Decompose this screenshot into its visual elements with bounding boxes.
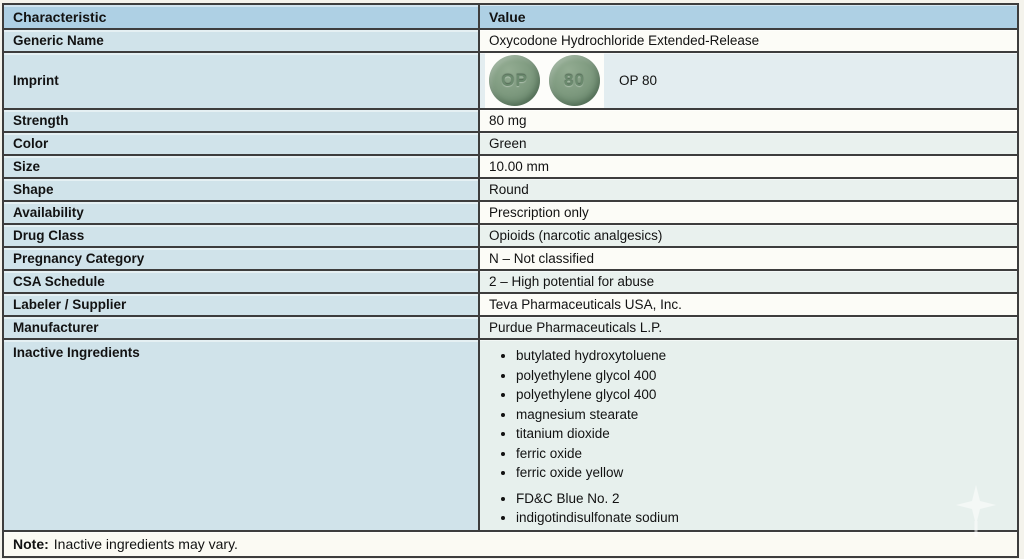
pregnancy-category-value: N – Not classified — [480, 248, 1017, 269]
availability-label: Availability — [4, 202, 480, 223]
row-imprint: Imprint OP 80 OP 80 — [4, 51, 1017, 108]
row-color: Color Green — [4, 131, 1017, 154]
ingredient-item: ferric oxide — [516, 444, 1017, 464]
pill-80-image: 80 — [549, 55, 600, 106]
header-characteristic: Characteristic — [4, 5, 480, 28]
strength-label: Strength — [4, 110, 480, 131]
row-strength: Strength 80 mg — [4, 108, 1017, 131]
ingredient-item: polyethylene glycol 400 — [516, 366, 1017, 386]
ingredient-item: butylated hydroxytoluene — [516, 346, 1017, 366]
pill-op-image: OP — [489, 55, 540, 106]
row-labeler-supplier: Labeler / Supplier Teva Pharmaceuticals … — [4, 292, 1017, 315]
note-body: Inactive ingredients may vary. — [53, 536, 238, 552]
imprint-value: OP 80 OP 80 — [480, 53, 1017, 108]
csa-schedule-value: 2 – High potential for abuse — [480, 271, 1017, 292]
row-shape: Shape Round — [4, 177, 1017, 200]
row-manufacturer: Manufacturer Purdue Pharmaceuticals L.P. — [4, 315, 1017, 338]
row-inactive-ingredients: Inactive Ingredients butylated hydroxyto… — [4, 338, 1017, 530]
drug-class-label: Drug Class — [4, 225, 480, 246]
row-pregnancy-category: Pregnancy Category N – Not classified — [4, 246, 1017, 269]
row-note: Note: Inactive ingredients may vary. — [4, 530, 1017, 556]
inactive-ingredients-value: butylated hydroxytoluenepolyethylene gly… — [480, 340, 1017, 530]
drug-characteristics-table: Characteristic Value Generic Name Oxycod… — [2, 3, 1019, 558]
ingredient-item: FD&C Blue No. 2 — [516, 489, 1017, 509]
ingredient-item: polyethylene glycol 400 — [516, 385, 1017, 405]
manufacturer-label: Manufacturer — [4, 317, 480, 338]
row-size: Size 10.00 mm — [4, 154, 1017, 177]
generic-name-label: Generic Name — [4, 30, 480, 51]
ingredient-list-colorants: FD&C Blue No. 2indigotindisulfonate sodi… — [489, 489, 1017, 528]
row-availability: Availability Prescription only — [4, 200, 1017, 223]
ingredient-list-primary: butylated hydroxytoluenepolyethylene gly… — [489, 346, 1017, 483]
ingredient-item: titanium dioxide — [516, 424, 1017, 444]
labeler-supplier-value: Teva Pharmaceuticals USA, Inc. — [480, 294, 1017, 315]
manufacturer-value: Purdue Pharmaceuticals L.P. — [480, 317, 1017, 338]
pill-photo: OP 80 — [485, 53, 604, 108]
inactive-ingredients-label: Inactive Ingredients — [4, 340, 480, 530]
row-drug-class: Drug Class Opioids (narcotic analgesics) — [4, 223, 1017, 246]
strength-value: 80 mg — [480, 110, 1017, 131]
header-value: Value — [480, 5, 1017, 28]
imprint-label: Imprint — [4, 53, 480, 108]
imprint-caption: OP 80 — [619, 73, 658, 88]
csa-schedule-label: CSA Schedule — [4, 271, 480, 292]
shape-value: Round — [480, 179, 1017, 200]
size-label: Size — [4, 156, 480, 177]
color-value: Green — [480, 133, 1017, 154]
table-header-row: Characteristic Value — [4, 5, 1017, 28]
ingredient-item: ferric oxide yellow — [516, 463, 1017, 483]
shape-label: Shape — [4, 179, 480, 200]
note-text: Note: Inactive ingredients may vary. — [4, 532, 1017, 556]
labeler-supplier-label: Labeler / Supplier — [4, 294, 480, 315]
pregnancy-category-label: Pregnancy Category — [4, 248, 480, 269]
drug-class-value: Opioids (narcotic analgesics) — [480, 225, 1017, 246]
size-value: 10.00 mm — [480, 156, 1017, 177]
row-generic-name: Generic Name Oxycodone Hydrochloride Ext… — [4, 28, 1017, 51]
row-csa-schedule: CSA Schedule 2 – High potential for abus… — [4, 269, 1017, 292]
availability-value: Prescription only — [480, 202, 1017, 223]
ingredient-item: indigotindisulfonate sodium — [516, 508, 1017, 528]
ingredient-item: magnesium stearate — [516, 405, 1017, 425]
note-label: Note: — [13, 536, 49, 552]
generic-name-value: Oxycodone Hydrochloride Extended-Release — [480, 30, 1017, 51]
color-label: Color — [4, 133, 480, 154]
